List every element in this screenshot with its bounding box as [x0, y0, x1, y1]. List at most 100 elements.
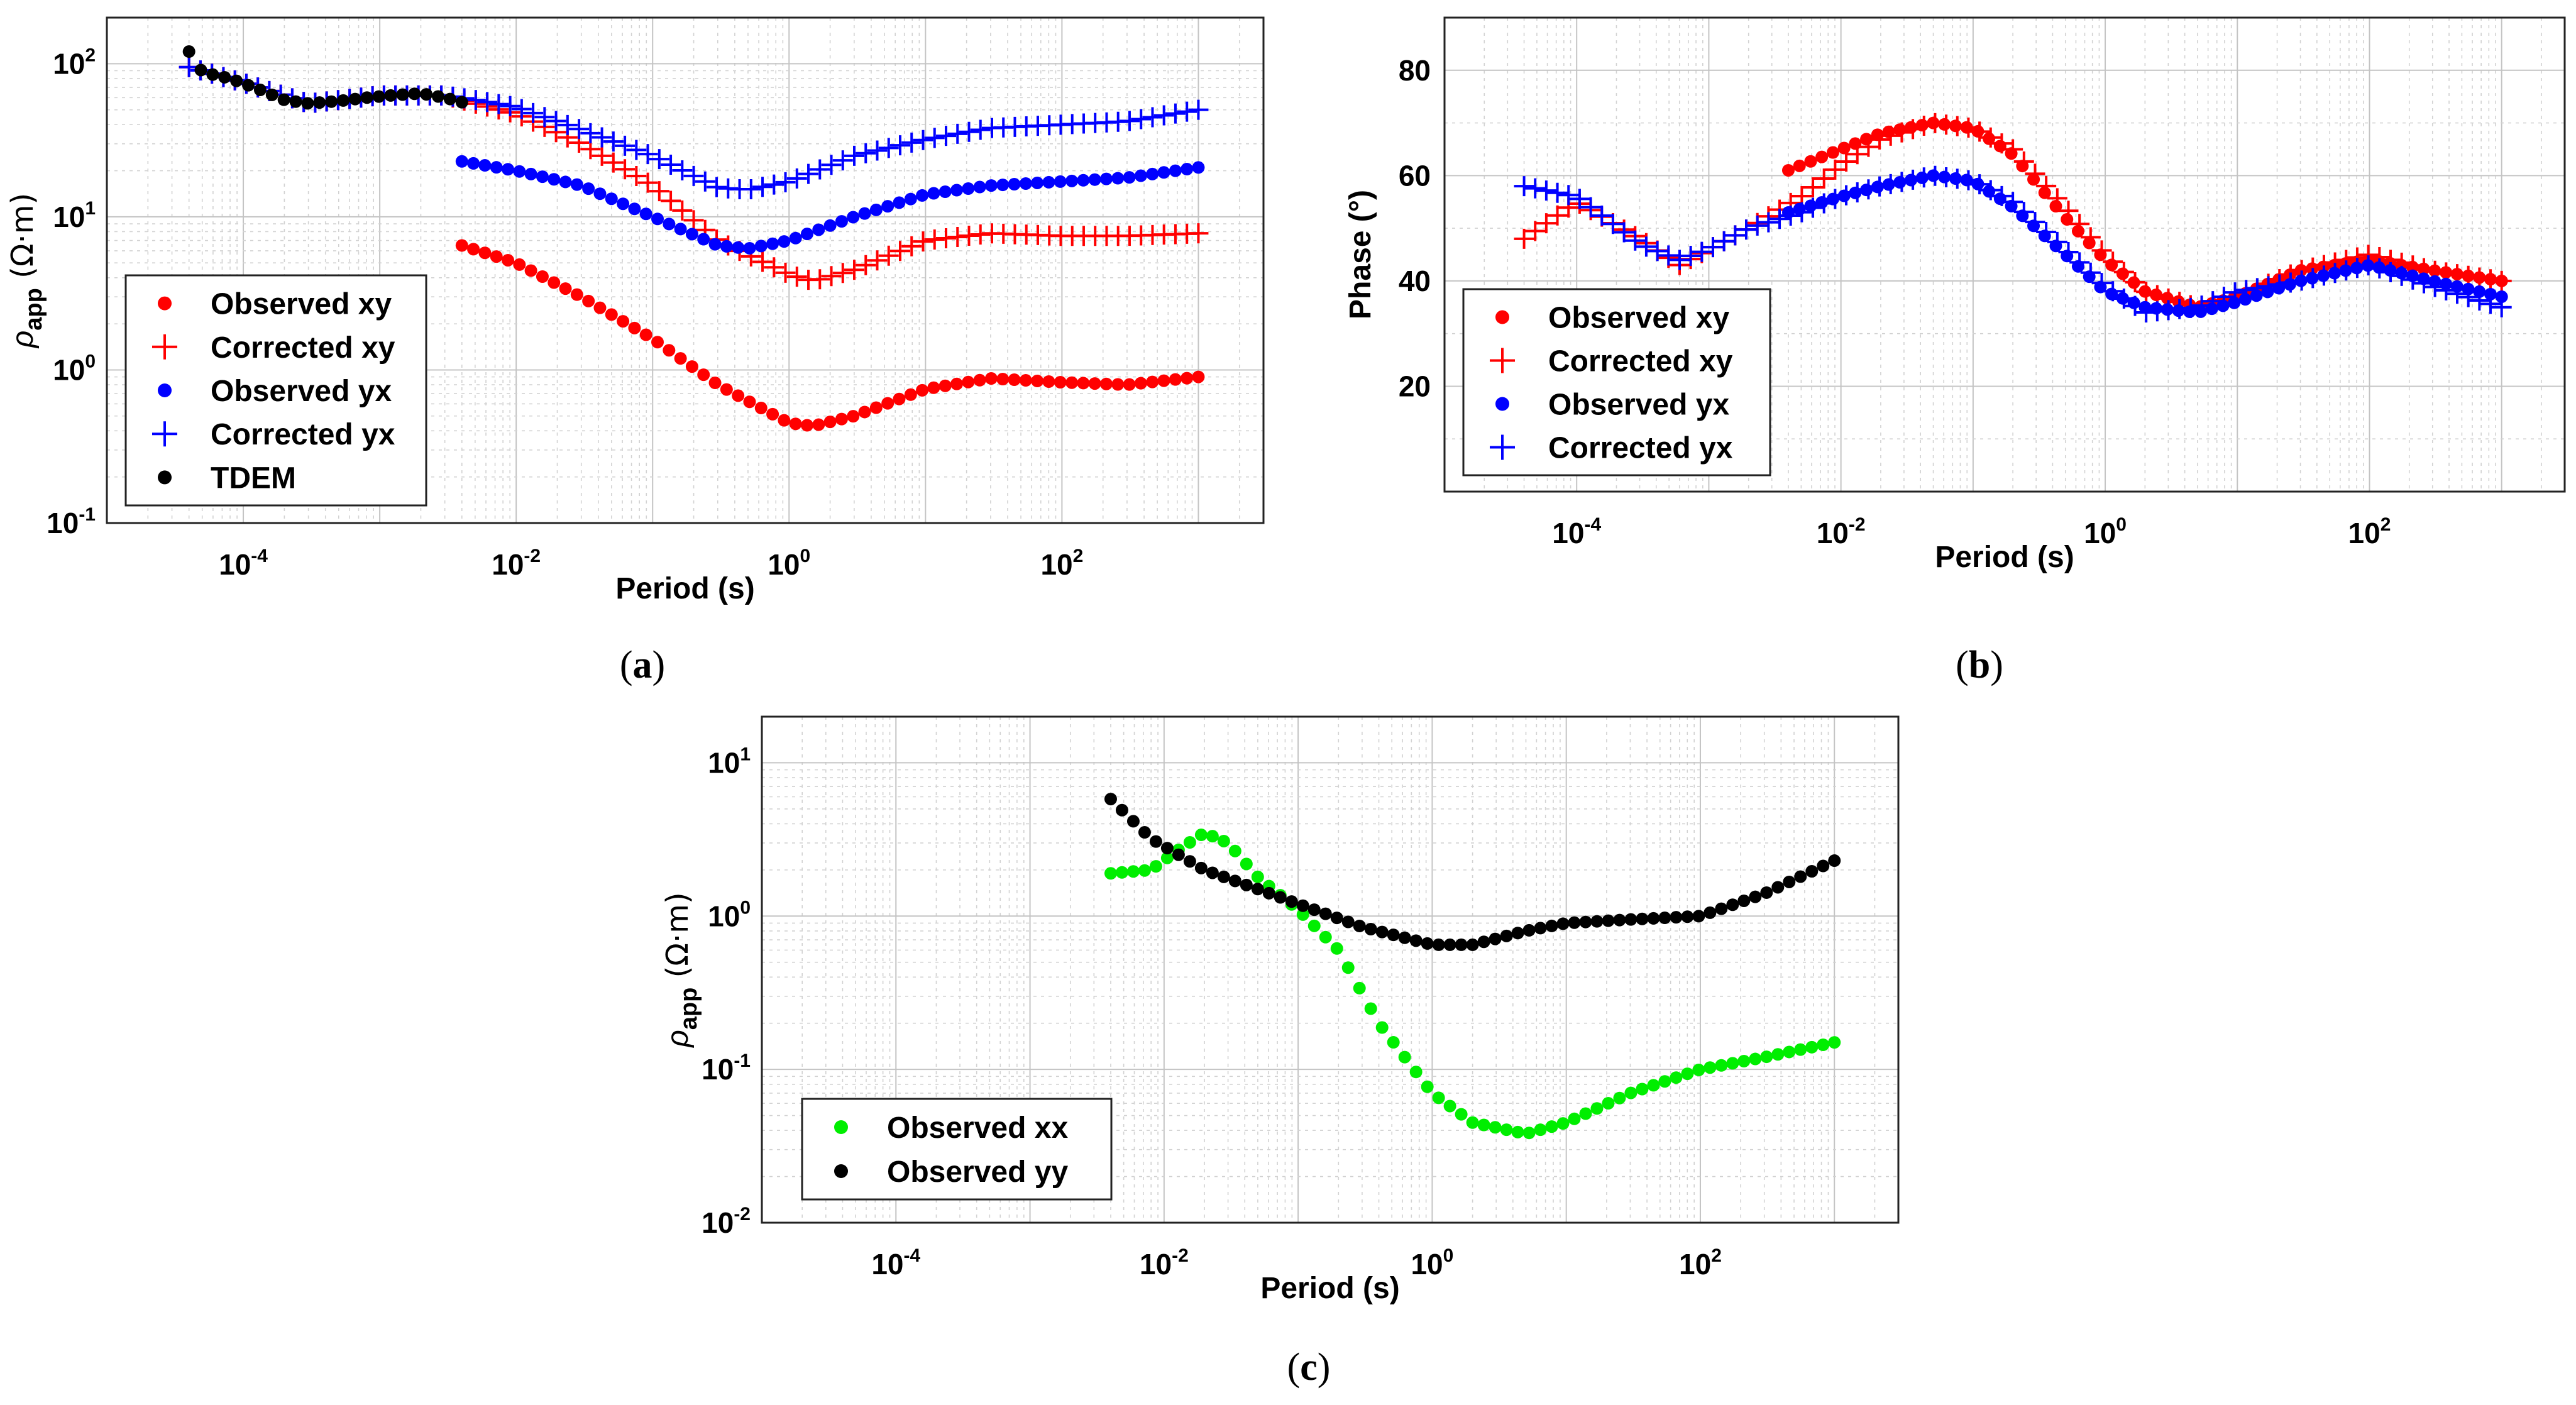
data-point: [1579, 1107, 1592, 1120]
y-axis-subscript: app: [676, 988, 702, 1030]
data-point: [1522, 923, 1536, 937]
data-point: [2480, 269, 2501, 290]
data-point: [1814, 168, 1834, 189]
data-point: [1947, 116, 1968, 136]
data-point: [893, 196, 906, 209]
data-point: [1387, 928, 1400, 942]
data-point: [740, 179, 761, 200]
data-point: [1432, 1091, 1445, 1105]
x-tick-exponent: -4: [1584, 514, 1601, 535]
data-point: [936, 126, 956, 146]
data-point: [924, 229, 945, 250]
data-point: [1737, 894, 1751, 907]
data-point: [2103, 281, 2123, 302]
data-point: [524, 264, 537, 277]
data-point: [277, 93, 290, 106]
series-tdem: [182, 45, 468, 110]
data-point: [1228, 844, 1241, 857]
data-point: [1545, 919, 1558, 932]
y-axis-label: ρapp (Ω·m): [5, 193, 47, 349]
data-point: [812, 223, 825, 236]
data-point: [916, 383, 929, 397]
x-tick-exponent: 0: [800, 546, 811, 566]
data-point: [1536, 213, 1556, 234]
y-axis-unit: (Ω·m): [5, 193, 40, 288]
data-point: [844, 145, 865, 166]
data-point: [2258, 276, 2279, 297]
data-point: [1913, 167, 1934, 188]
data-point: [1804, 199, 1817, 212]
data-series: [179, 45, 1209, 432]
y-tick-exponent: -1: [734, 1050, 751, 1071]
data-point: [1726, 898, 1739, 912]
data-point: [2414, 273, 2434, 294]
data-point: [2061, 212, 2074, 226]
data-point: [1169, 164, 1182, 177]
y-tick-label: 10-1: [702, 1050, 751, 1086]
data-point: [582, 182, 595, 196]
y-tick-exponent: -1: [79, 504, 96, 525]
data-point: [881, 397, 894, 410]
data-point: [1353, 981, 1366, 995]
y-tick-exponent: 1: [740, 744, 751, 764]
data-point: [801, 419, 814, 432]
x-tick-label: 10-2: [492, 546, 541, 581]
data-point: [1031, 375, 1044, 388]
plot-frame: [106, 16, 1265, 524]
data-point: [1737, 1054, 1751, 1067]
y-tick-exponent: 0: [740, 897, 751, 918]
data-point: [867, 140, 888, 161]
legend-marker-plus: [152, 421, 177, 447]
data-point: [856, 255, 876, 275]
caption-paren: (: [1956, 644, 1969, 686]
data-point: [1500, 929, 1513, 942]
data-point: [1099, 172, 1113, 185]
data-point: [592, 145, 612, 166]
data-point: [536, 270, 549, 283]
data-point: [1172, 848, 1185, 861]
data-point: [1692, 1064, 1705, 1077]
data-point: [2025, 163, 2045, 184]
data-point: [1804, 155, 1817, 168]
data-point: [1556, 1117, 1570, 1130]
data-point: [1489, 932, 1502, 945]
y-tick-label: 40: [1399, 265, 1431, 297]
data-point: [548, 276, 561, 289]
data-point: [1251, 883, 1264, 896]
data-point: [663, 344, 676, 357]
data-point: [1054, 175, 1067, 188]
y-tick-label: 100: [53, 351, 96, 386]
data-point: [1547, 205, 1568, 226]
data-point: [1891, 122, 1912, 143]
data-point: [878, 138, 899, 158]
data-point: [823, 219, 837, 232]
data-point: [973, 180, 986, 194]
data-point: [743, 395, 756, 409]
data-point: [1715, 902, 1728, 915]
data-point: [1065, 174, 1079, 187]
x-tick-exponent: 2: [2381, 514, 2391, 535]
data-point: [1375, 1021, 1389, 1034]
data-point: [1296, 908, 1309, 921]
data-point: [2069, 214, 2090, 234]
data-point: [1780, 205, 1801, 226]
data-point: [490, 250, 503, 263]
data-point: [1592, 205, 1612, 226]
data-point: [478, 159, 492, 172]
data-point: [1736, 219, 1756, 240]
caption-paren: ): [1318, 1346, 1331, 1389]
data-point: [513, 165, 526, 178]
data-point: [695, 171, 715, 192]
y-tick-base: 10: [53, 353, 85, 386]
y-axis-label: Phase (°): [1344, 190, 1377, 319]
data-point: [1958, 170, 1979, 190]
data-point: [970, 119, 991, 140]
data-point: [1614, 222, 1634, 243]
y-tick-label: 102: [53, 45, 96, 80]
x-tick-base: 10: [219, 548, 251, 581]
data-point: [973, 373, 986, 387]
data-point: [626, 140, 647, 160]
data-point: [959, 121, 979, 142]
y-tick-base: 10: [702, 1206, 734, 1239]
data-point: [1188, 223, 1209, 244]
